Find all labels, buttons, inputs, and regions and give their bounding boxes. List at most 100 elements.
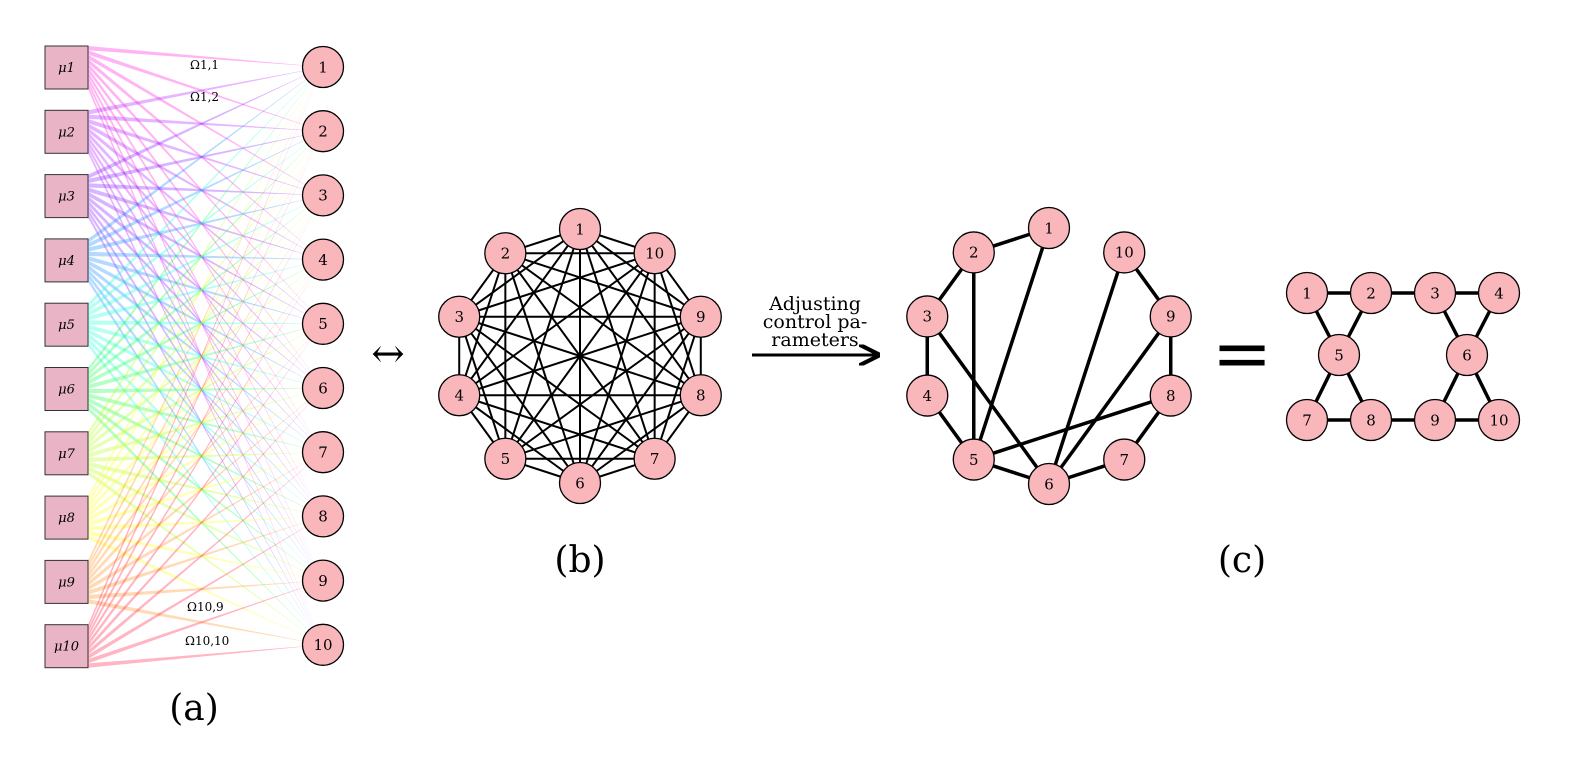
target-graph-nodes: 1 2 3 4 5 6 7 8 9 10: [906, 206, 1192, 506]
graph-edge: [653, 316, 702, 460]
grid-node-circle: [1285, 271, 1329, 315]
panel-a: μ1 μ2 μ3 μ4 μ5 μ6 μ7 μ8 μ9 μ10 1 2 3 4 5 6 7 8 9 10 Ω1,1 Ω…: [44, 45, 345, 729]
atom-node: 6: [301, 366, 345, 410]
coupling-beam: [88, 195, 323, 638]
graph-node-circle: [484, 232, 527, 275]
graph-node: 9: [679, 295, 722, 338]
coupling-beam: [88, 67, 323, 179]
mode-box-label: μ2: [58, 125, 75, 140]
coupling-beam: [88, 191, 323, 324]
atom-node-circle: [301, 495, 345, 538]
atom-node: 9: [301, 559, 345, 602]
target-node: 4: [906, 374, 949, 417]
coupling-label-1-2: Ω1,2: [190, 90, 219, 104]
atom-node-circle: [301, 623, 345, 666]
graph-node: 7: [633, 437, 676, 480]
mode-box: μ3: [44, 174, 89, 219]
grid-node: 10: [1477, 398, 1521, 442]
graph-node-label: 8: [696, 386, 706, 404]
coupling-beam: [88, 337, 323, 581]
atom-node: 3: [301, 174, 345, 217]
graph-edge: [458, 252, 655, 318]
coupling-beam: [88, 80, 323, 581]
coupling-beam: [88, 530, 323, 581]
grid-node: 9: [1413, 398, 1457, 442]
grid-node-label: 1: [1302, 284, 1312, 302]
mode-box: μ10: [44, 624, 89, 669]
grid-node-label: 5: [1334, 346, 1344, 364]
coupling-beam: [88, 195, 323, 509]
coupling-beam: [88, 461, 323, 517]
graph-node-label: 7: [650, 450, 660, 468]
target-node-circle: [1027, 462, 1071, 506]
atom-node-label: 9: [318, 572, 328, 590]
coupling-beam: [88, 259, 323, 642]
panel-b: 1 2 3 4 5 6 7 8 9 10 (b): [438, 207, 722, 581]
coupling-beam: [88, 67, 323, 437]
coupling-beam: [88, 264, 323, 453]
graph-edge: [579, 228, 702, 396]
coupling-beam: [88, 67, 323, 501]
atom-node: 7: [301, 431, 345, 474]
coupling-beam: [88, 118, 323, 196]
target-node: 1: [1027, 206, 1071, 250]
target-node-circle: [952, 231, 995, 274]
grid-node-circle: [1317, 333, 1361, 377]
coupling-beam: [88, 140, 323, 517]
coupling-beam: [88, 324, 323, 388]
graph-node: 5: [484, 437, 527, 480]
coupling-beam: [88, 388, 323, 522]
mode-box: μ9: [44, 559, 89, 604]
grid-graph-nodes: 1 2 3 4 5 6 7 8 9 10: [1285, 271, 1521, 442]
coupling-beam: [88, 388, 323, 458]
atom-node: 10: [301, 623, 345, 666]
coupling-beam: [88, 67, 323, 308]
grid-node: 5: [1317, 333, 1361, 377]
coupling-beam: [88, 329, 323, 453]
mode-box: μ5: [44, 302, 89, 347]
mode-box-rect: [44, 238, 89, 283]
mode-box-rect: [44, 302, 89, 347]
coupling-beam: [88, 323, 323, 518]
mode-box-rect: [44, 624, 89, 669]
atom-node-circle: [301, 302, 345, 345]
graph-node-circle: [438, 295, 481, 338]
graph-node-circle: [679, 374, 722, 417]
target-node: 9: [1149, 295, 1192, 338]
coupling-beam: [88, 516, 323, 660]
target-node-circle: [906, 374, 949, 417]
arrow-label-line-3: rameters: [771, 329, 858, 351]
caption-c: (c): [1218, 540, 1266, 581]
mode-box-rect: [44, 559, 89, 604]
coupling-beam: [88, 393, 323, 453]
coupling-beam: [88, 183, 323, 196]
coupling-beam: [88, 127, 323, 324]
coupling-beam: [88, 195, 323, 317]
graph-node: 4: [438, 374, 481, 417]
coupling-beam: [88, 259, 323, 321]
arrow-label-line-2: control pa-: [763, 311, 868, 333]
mode-box-rect: [44, 495, 89, 540]
atom-node-circle: [301, 431, 345, 474]
mode-box: μ6: [44, 367, 89, 411]
grid-node: 3: [1413, 271, 1457, 315]
panel-c: 1 2 3 4 5 6 7 8 9 10 = 1 2 3 4 5 6 7 8 9 10 (c): [906, 206, 1521, 581]
transformation-arrow: Adjusting control pa- rameters: [752, 293, 878, 355]
coupling-beam: [88, 277, 323, 645]
graph-node-circle: [633, 232, 676, 275]
coupling-beam: [88, 401, 323, 581]
coupling-beam: [88, 320, 323, 325]
coupling-beam: [88, 516, 323, 595]
coupling-beam: [88, 269, 323, 517]
graph-node-circle: [484, 437, 527, 480]
coupling-beam: [88, 67, 323, 388]
graph-node-circle: [438, 374, 481, 417]
graph-edge: [505, 394, 702, 460]
graph-edge: [458, 252, 656, 397]
grid-node: 6: [1445, 333, 1489, 377]
graph-edge: [458, 228, 581, 396]
atom-node-circle: [301, 366, 345, 410]
mode-box-rect: [44, 109, 89, 154]
coupling-beam: [88, 516, 323, 531]
